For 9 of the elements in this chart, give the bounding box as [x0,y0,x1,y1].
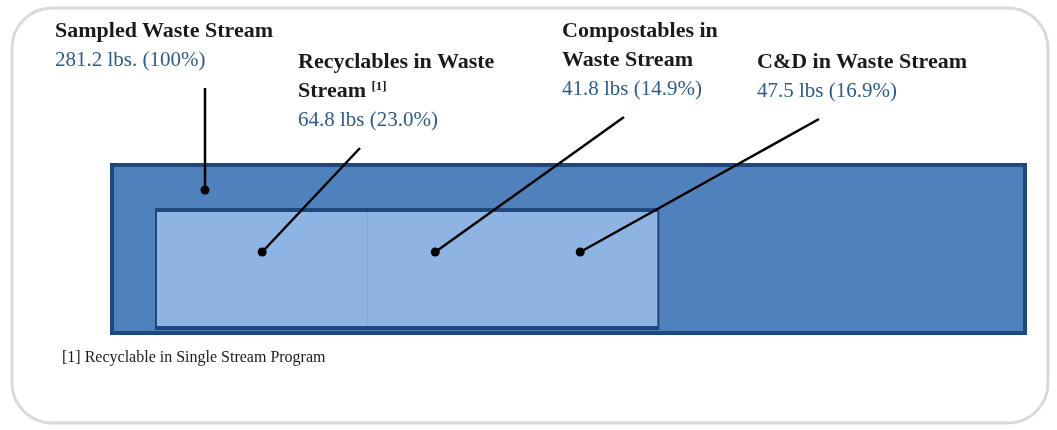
category-label: Recyclables in Waste Stream $^{[1]}$ [298,48,495,102]
text: [1] Recyclable in Single Stream Program [62,348,327,366]
data-label: 47.5 lbs (16.9%) [757,78,897,102]
category-label: Compostables in Waste Stream [562,17,718,71]
data-label: 41.8 lbs (14.9%) [562,76,702,100]
category-label: C&D in Waste Stream [757,48,968,73]
category-label: Sampled Waste Stream [55,17,273,42]
data-label: 64.8 lbs (23.0%) [298,107,438,131]
data-label: 281.2 lbs. (100%) [55,47,206,71]
